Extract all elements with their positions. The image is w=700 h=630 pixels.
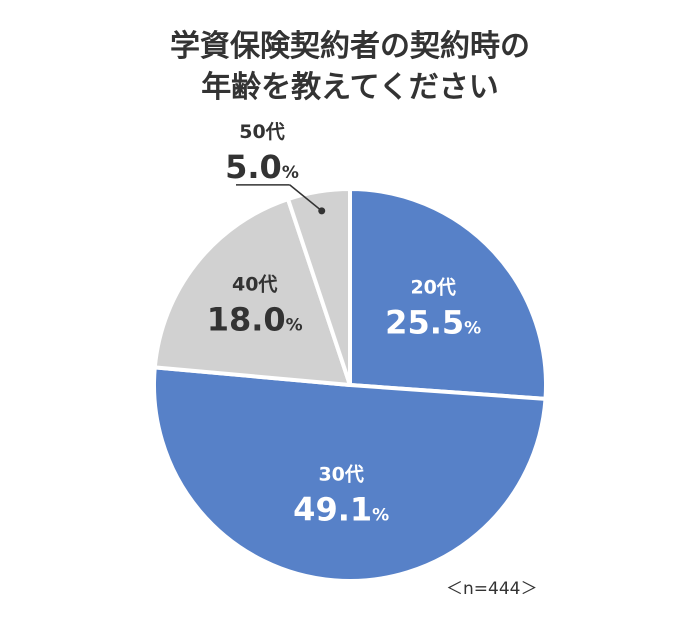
slice-value-label-1: 25.5% bbox=[385, 304, 481, 342]
sample-size-note: ＜n=444＞ bbox=[446, 579, 538, 599]
slice-category-label-1: 20代 bbox=[410, 277, 455, 299]
pie-slice-2 bbox=[152, 365, 548, 583]
slice-value-label-4: 5.0% bbox=[225, 148, 299, 186]
pie-slice-1 bbox=[348, 187, 548, 401]
pie-slice-4 bbox=[285, 187, 352, 387]
pie-slice-3 bbox=[152, 197, 352, 387]
slice-category-label-2: 30代 bbox=[318, 463, 363, 485]
slice-category-label-4: 50代 bbox=[239, 121, 284, 143]
chart-title-line-1: 学資保険契約者の契約時の bbox=[170, 29, 530, 64]
chart-title-line-2: 年齢を教えてください bbox=[201, 70, 499, 105]
leader-line-4 bbox=[289, 184, 323, 212]
slice-category-label-3: 40代 bbox=[232, 274, 277, 296]
